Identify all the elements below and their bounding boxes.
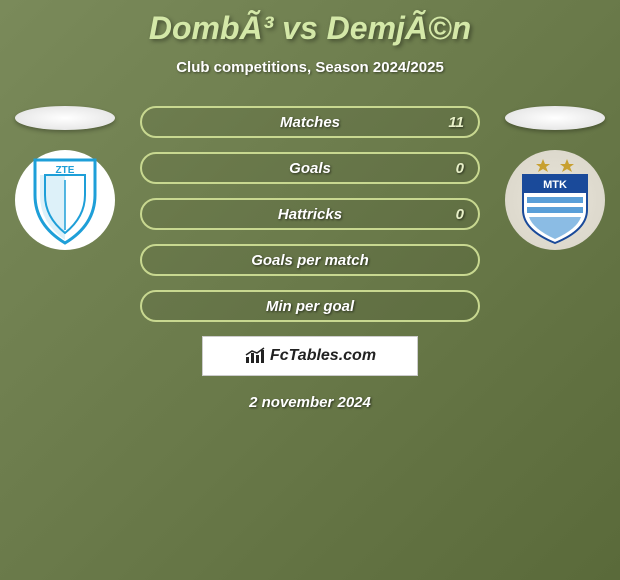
svg-text:ZTE: ZTE (56, 165, 75, 176)
stat-label: Matches (280, 114, 340, 131)
svg-text:MTK: MTK (543, 179, 567, 191)
page-subtitle: Club competitions, Season 2024/2025 (0, 59, 620, 76)
stat-label: Min per goal (266, 298, 354, 315)
stat-value: 0 (456, 160, 464, 177)
chart-icon (244, 347, 266, 365)
left-team-area: ZTE (10, 106, 120, 250)
stat-row-min-per-goal: Min per goal (140, 290, 480, 322)
right-team-crest: MTK (505, 150, 605, 250)
logo-text-label: FcTables.com (270, 347, 376, 365)
fctables-logo: FcTables.com (244, 347, 376, 365)
stats-list: Matches 11 Goals 0 Hattricks 0 Goals per… (140, 106, 480, 322)
stat-row-goals: Goals 0 (140, 152, 480, 184)
stat-label: Goals per match (251, 252, 369, 269)
stat-row-matches: Matches 11 (140, 106, 480, 138)
left-team-crest: ZTE (15, 150, 115, 250)
comparison-date: 2 november 2024 (0, 394, 620, 411)
comparison-content: ZTE MTK Matches 11 Goals 0 (0, 106, 620, 411)
left-ellipse-decoration (15, 106, 115, 130)
stat-label: Goals (289, 160, 331, 177)
zte-shield-icon: ZTE (25, 155, 105, 245)
stat-label: Hattricks (278, 206, 342, 223)
stat-row-hattricks: Hattricks 0 (140, 198, 480, 230)
right-ellipse-decoration (505, 106, 605, 130)
fctables-logo-box: FcTables.com (202, 336, 418, 376)
stat-row-goals-per-match: Goals per match (140, 244, 480, 276)
right-team-area: MTK (500, 106, 610, 250)
mtk-shield-icon: MTK (513, 155, 597, 245)
page-title: DombÃ³ vs DemjÃ©n (0, 0, 620, 47)
stat-value: 11 (448, 114, 464, 131)
stat-value: 0 (456, 206, 464, 223)
